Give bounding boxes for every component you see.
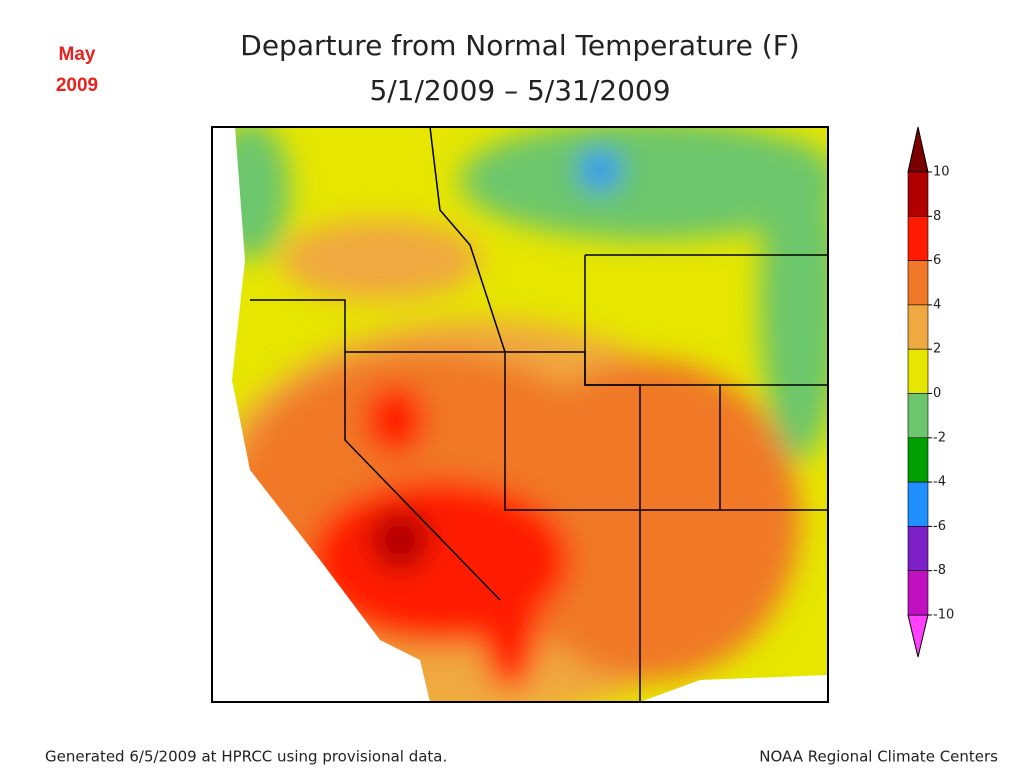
legend-swatch bbox=[907, 304, 929, 350]
legend-tick-label: -4 bbox=[933, 475, 946, 490]
color-legend: 10 8 6 4 2 0 -2 -4 -6 -8 -10 bbox=[907, 126, 954, 658]
footer-note: Generated 6/5/2009 at HPRCC using provis… bbox=[45, 748, 447, 766]
map bbox=[212, 127, 828, 702]
legend-tick-label: 0 bbox=[933, 386, 941, 401]
legend-swatch bbox=[907, 526, 929, 572]
legend-swatch bbox=[907, 348, 929, 394]
legend-tick-label: 6 bbox=[933, 253, 941, 268]
period-label: 2009 bbox=[56, 75, 98, 96]
legend-tick-label: -2 bbox=[933, 430, 946, 445]
legend-swatch bbox=[907, 393, 929, 439]
legend-tick-label: 4 bbox=[933, 297, 941, 312]
map-subtitle: 5/1/2009 – 5/31/2009 bbox=[369, 74, 670, 107]
legend-swatch bbox=[907, 171, 929, 217]
footer-credit: NOAA Regional Climate Centers bbox=[759, 748, 998, 766]
legend-tick-label: -10 bbox=[933, 608, 954, 623]
legend-tick-label: -8 bbox=[933, 563, 946, 578]
legend-under-arrow bbox=[907, 614, 929, 658]
legend-swatch bbox=[907, 437, 929, 483]
legend-tick-label: 2 bbox=[933, 342, 941, 357]
map-title: Departure from Normal Temperature (F) bbox=[240, 29, 799, 62]
legend-swatch bbox=[907, 481, 929, 527]
legend-tick-label: 10 bbox=[933, 165, 950, 180]
legend-swatch bbox=[907, 570, 929, 616]
legend-swatch bbox=[907, 260, 929, 306]
legend-swatch bbox=[907, 216, 929, 261]
map-frame bbox=[211, 126, 829, 703]
period-label: May bbox=[59, 44, 96, 65]
legend-over-arrow bbox=[907, 126, 929, 173]
legend-tick-label: -6 bbox=[933, 519, 946, 534]
legend-tick-label: 8 bbox=[933, 209, 941, 224]
